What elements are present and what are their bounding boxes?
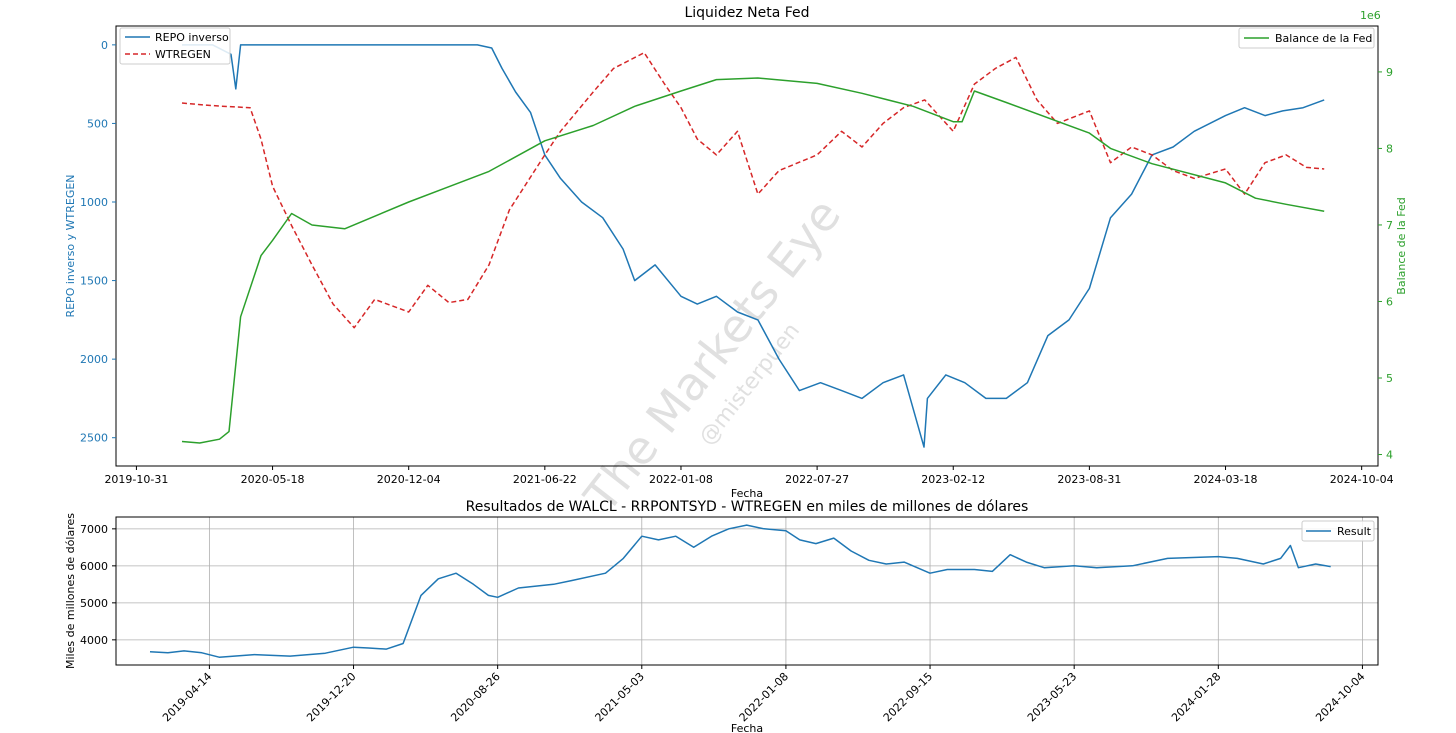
bottom-x-axis: 2019-04-14 2019-12-20 2020-08-26 2021-05-03… [160,665,1368,724]
bottom-series-layer [149,524,1331,658]
top-y-right-tick-label: 6 [1386,295,1393,308]
top-x-tick-label: 2022-07-27 [785,473,849,486]
top-legend-right: Balance de la Fed [1238,27,1375,49]
top-y-right-tick-label: 8 [1386,142,1393,155]
series-repo-inverso-line [182,44,1325,448]
top-legend-left: REPO inverso WTREGEN [119,27,231,65]
top-y-left-tick-label: 500 [87,117,108,130]
top-x-tick-label: 2024-03-18 [1194,473,1258,486]
bottom-legend-box [1301,520,1375,542]
top-y-axis-left: 0 500 1000 1500 2000 2500 [80,39,116,445]
top-x-tick-label: 2023-08-31 [1057,473,1121,486]
bottom-x-tick-label: 2023-05-23 [1025,670,1079,724]
bottom-y-tick-label: 7000 [80,523,108,536]
top-plot-frame [115,25,1379,467]
series-balance-fed-line [181,77,1325,444]
bottom-x-tick-label: 2022-01-08 [737,670,791,724]
top-y-left-tick-label: 2000 [80,353,108,366]
bottom-x-tick-label: 2024-01-28 [1169,670,1223,724]
bottom-y-tick-label: 5000 [80,597,108,610]
top-chart: Liquidez Neta Fed 2019-10-31 2020-05-18 20… [64,5,1408,500]
top-y-axis-right-label: Balance de la Fed [1395,197,1408,294]
bottom-x-tick-label: 2019-04-14 [160,670,214,724]
top-x-tick-label: 2021-06-22 [513,473,577,486]
bottom-legend: Result [1301,520,1375,542]
series-result-line [149,524,1331,658]
legend-result-label: Result [1337,525,1372,538]
bottom-chart: Resultados de WALCL - RRPONTSYD - WTREGE… [64,499,1379,733]
legend-wtregen-label: WTREGEN [155,48,211,61]
bottom-x-tick-label: 2021-05-03 [593,670,647,724]
top-chart-title: Liquidez Neta Fed [684,5,809,21]
top-y-left-tick-label: 2500 [80,432,108,445]
top-y-axis-right: 4 5 6 7 8 9 [1378,66,1393,462]
bottom-x-tick-label: 2022-09-15 [881,670,935,724]
bottom-x-tick-label: 2020-08-26 [448,670,502,724]
bottom-y-axis: 4000 5000 6000 7000 [80,523,116,647]
bottom-x-axis-label: Fecha [731,722,763,733]
top-y-right-tick-label: 4 [1386,449,1393,462]
top-x-tick-label: 2020-05-18 [241,473,305,486]
top-y-left-tick-label: 0 [101,39,108,52]
bottom-grid [116,517,1378,665]
top-y-left-tick-label: 1000 [80,196,108,209]
top-x-tick-label: 2023-02-12 [921,473,985,486]
top-x-tick-label: 2020-12-04 [377,473,441,486]
top-y-right-tick-label: 5 [1386,372,1393,385]
bottom-x-tick-label: 2019-12-20 [304,670,358,724]
top-y-left-tick-label: 1500 [80,275,108,288]
top-y-axis-right-offset: 1e6 [1360,9,1381,22]
top-y-right-tick-label: 7 [1386,219,1393,232]
bottom-chart-title: Resultados de WALCL - RRPONTSYD - WTREGE… [466,499,1029,515]
top-legend-right-box [1238,27,1375,49]
bottom-plot-frame [115,516,1379,666]
bottom-y-axis-label: Miles de millones de dólares [64,513,77,669]
series-wtregen-line [181,51,1325,329]
top-x-tick-label: 2019-10-31 [104,473,168,486]
top-y-axis-left-label: REPO inverso y WTREGEN [64,174,77,317]
bottom-y-tick-label: 4000 [80,634,108,647]
legend-repo-label: REPO inverso [155,31,229,44]
top-x-axis-label: Fecha [731,487,763,500]
top-x-tick-label: 2022-01-08 [649,473,713,486]
bottom-y-tick-label: 6000 [80,560,108,573]
top-series-layer [181,44,1325,448]
top-x-axis: 2019-10-31 2020-05-18 2020-12-04 2021-06-22… [104,466,1394,486]
bottom-x-tick-label: 2024-10-04 [1313,670,1367,724]
legend-balance-label: Balance de la Fed [1275,32,1372,45]
top-y-right-tick-label: 9 [1386,66,1393,79]
top-x-tick-label: 2024-10-04 [1330,473,1394,486]
